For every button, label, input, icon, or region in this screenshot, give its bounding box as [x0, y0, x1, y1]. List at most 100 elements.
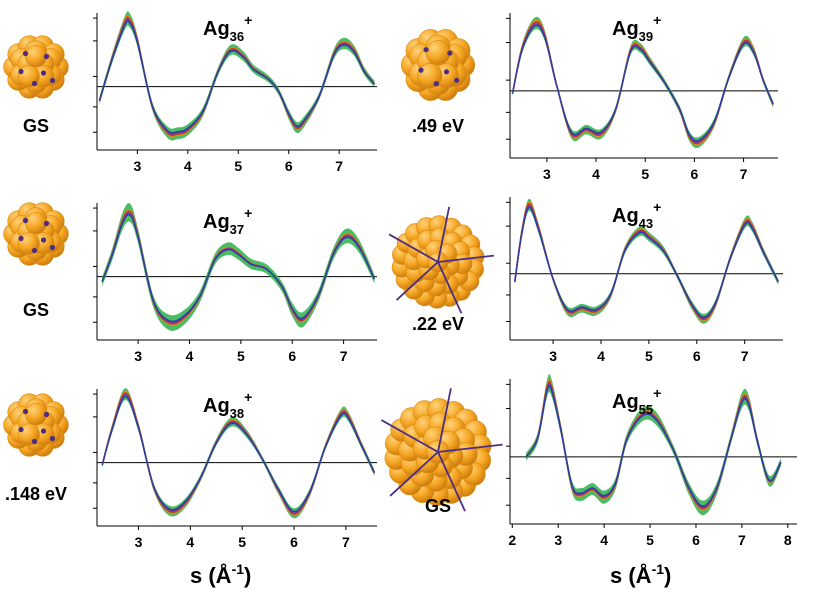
x-tick-label: 4: [184, 158, 192, 174]
cluster-surface-dot: [22, 217, 29, 224]
cluster-surface-dot: [22, 408, 29, 415]
panel-title-base: Ag: [612, 205, 639, 227]
x-axis-label-right-text: s (Å: [610, 562, 652, 588]
cluster-surface-dot: [423, 47, 429, 53]
panel-title-sup: +: [244, 12, 252, 28]
panel-ag43: 3 4 5 6 7 Ag43+ .22 eV: [388, 197, 783, 364]
x-tick-label: 3: [133, 158, 141, 174]
panel-title-sup: +: [244, 389, 252, 405]
cluster-atom: [24, 44, 48, 68]
cluster-surface-dot: [454, 77, 460, 83]
x-tick-label: 4: [186, 534, 194, 550]
symmetry-axis-line: [437, 451, 466, 512]
panel-title-base: Ag: [203, 395, 230, 417]
cluster-atom: [425, 40, 451, 66]
x-tick-label: 7: [738, 532, 746, 548]
cluster-surface-dot: [18, 68, 24, 75]
structure-energy-label: .49 eV: [412, 116, 464, 136]
x-axis-label-left-text: s (Å: [190, 562, 232, 588]
panel-title-sup: +: [653, 385, 661, 401]
cluster-surface-dot: [31, 80, 38, 87]
panel-title: Ag36+: [203, 12, 252, 44]
cluster-surface-dot: [418, 67, 424, 73]
cluster-surface-dot: [18, 426, 24, 433]
cluster-surface-dot: [40, 70, 47, 76]
x-axis-label-right-exp: -1: [652, 561, 665, 577]
series-line-3: [101, 213, 376, 323]
sphere-cluster-icon: [3, 35, 69, 99]
x-axis-label-left: s (Å-1): [190, 561, 251, 588]
x-tick-label: 5: [641, 166, 649, 182]
cluster-surface-dot: [18, 235, 24, 242]
cluster-surface-dot: [43, 220, 50, 227]
x-tick-label: 7: [335, 158, 343, 174]
x-tick-label: 3: [543, 166, 551, 182]
cluster-surface-dot: [49, 244, 56, 251]
series-line-3: [511, 24, 774, 142]
symmetry-axis-line: [395, 261, 439, 301]
cluster-atom: [24, 211, 48, 235]
sphere-cluster-icon: [3, 202, 69, 266]
x-axis-label-right: s (Å-1): [610, 561, 671, 588]
cluster-surface-dot: [40, 237, 47, 243]
cluster-surface-dot: [43, 53, 50, 60]
icosahedral-cluster-icon: [388, 206, 494, 314]
cluster-surface-dot: [31, 438, 38, 445]
cluster-surface-dot: [43, 411, 50, 418]
panel-ag39: 3 4 5 6 7 Ag39+ .49 eV: [400, 12, 778, 182]
uncertainty-band: [102, 203, 375, 331]
x-tick-label: 8: [784, 532, 792, 548]
symmetry-axis-line: [437, 254, 494, 263]
cluster-atom: [24, 402, 48, 426]
x-tick-label: 5: [645, 348, 653, 364]
panel-title-sub: 37: [230, 222, 244, 237]
x-tick-label: 6: [288, 348, 296, 364]
cluster-surface-dot: [49, 77, 56, 84]
panel-title: Ag55+: [612, 385, 661, 417]
panel-title-sub: 55: [639, 402, 653, 417]
panel-title-sub: 36: [230, 29, 244, 44]
symmetry-axis-line: [437, 443, 503, 453]
panel-ag38: 3 4 5 6 7 Ag38+ .148 eV: [3, 388, 377, 550]
sphere-cluster-icon: [400, 29, 476, 101]
panel-ag37: 3 4 5 6 7 Ag37+ GS: [3, 202, 377, 364]
x-tick-label: 6: [693, 348, 701, 364]
panel-title-base: Ag: [612, 391, 639, 413]
panel-title-sup: +: [244, 205, 252, 221]
symmetry-axis-line: [437, 206, 451, 263]
x-tick-label: 5: [237, 348, 245, 364]
series-line-3: [525, 384, 782, 507]
panel-title-sup: +: [653, 12, 661, 28]
x-tick-label: 4: [592, 166, 600, 182]
x-tick-label: 6: [691, 166, 699, 182]
symmetry-axis-line: [388, 233, 439, 263]
x-tick-label: 5: [234, 158, 242, 174]
panel-title: Ag43+: [612, 199, 661, 231]
structure-energy-label: .22 eV: [412, 314, 464, 334]
cluster-surface-dot: [443, 69, 450, 75]
panel-title-sub: 43: [639, 216, 653, 231]
x-tick-label: 6: [285, 158, 293, 174]
panel-ag36: 3 4 5 6 7 Ag36+ GS: [3, 11, 377, 174]
x-tick-label: 6: [290, 534, 298, 550]
panel-title-sup: +: [653, 199, 661, 215]
symmetry-axis-line: [380, 419, 439, 453]
symmetry-axis-line: [437, 261, 463, 314]
x-tick-label: 6: [692, 532, 700, 548]
cluster-surface-dot: [40, 428, 47, 434]
x-tick-label: 7: [342, 534, 350, 550]
x-tick-label: 4: [186, 348, 194, 364]
x-axis-label-right-close: ): [664, 563, 671, 588]
x-tick-label: 5: [238, 534, 246, 550]
x-tick-label: 7: [741, 348, 749, 364]
cluster-surface-dot: [22, 50, 29, 57]
panel-title: Ag37+: [203, 205, 252, 237]
cluster-surface-dot: [447, 50, 453, 56]
panel-ag55: 2 3 4 5 6 7 8 Ag55+ GS: [380, 373, 797, 548]
uncertainty-band: [99, 11, 375, 141]
structure-energy-label: GS: [23, 116, 49, 136]
x-tick-label: 3: [554, 532, 562, 548]
panel-title: Ag39+: [612, 12, 661, 44]
structure-energy-label: GS: [425, 496, 451, 516]
